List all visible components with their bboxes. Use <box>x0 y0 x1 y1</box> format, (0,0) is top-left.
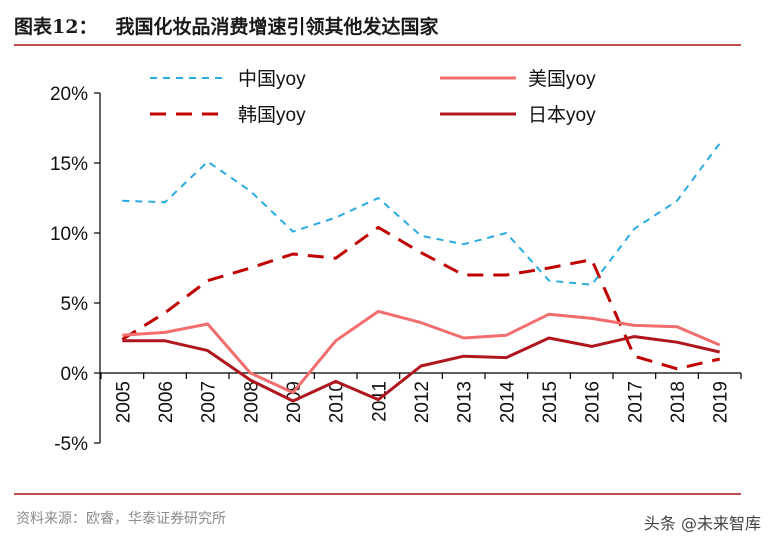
x-tick-label: 2018 <box>668 381 689 423</box>
legend-label: 中国yoy <box>238 68 306 90</box>
x-tick-label: 2009 <box>284 381 305 423</box>
x-tick-label: 2015 <box>540 381 561 423</box>
y-tick-label: -5% <box>54 434 88 455</box>
x-tick-label: 2017 <box>625 381 646 423</box>
legend-label: 日本yoy <box>528 104 596 126</box>
figure-title-text: 我国化妆品消费增速引领其他发达国家 <box>115 16 439 38</box>
y-tick-label: 5% <box>61 294 89 315</box>
x-tick-label: 2006 <box>156 381 177 423</box>
source-note: 资料来源：欧睿，华泰证券研究所 <box>16 511 226 527</box>
legend-label: 美国yoy <box>528 68 596 90</box>
bottom-divider <box>14 493 741 495</box>
x-tick-label: 2016 <box>583 381 604 423</box>
x-tick-label: 2008 <box>241 381 262 423</box>
x-tick-label: 2007 <box>199 381 220 423</box>
legend: 中国yoy 美国yoy 韩国yoy 日本yoy <box>150 68 596 126</box>
x-tick-label: 2012 <box>412 381 433 423</box>
x-tick-label: 2005 <box>113 381 134 423</box>
x-tick-label: 2010 <box>327 381 348 423</box>
y-tick-label: 0% <box>61 364 89 385</box>
series-line <box>122 309 721 395</box>
line-chart: 中国yoy 美国yoy 韩国yoy 日本yoy -5% 0% 5% 10% 15% 20% 200… <box>50 68 742 455</box>
series-lines <box>121 142 721 403</box>
figure-title: 图表12： 我国化妆品消费增速引领其他发达国家 <box>14 12 438 39</box>
x-tick-label: 2011 <box>369 381 390 422</box>
y-tick-label: 10% <box>50 224 88 245</box>
series-line <box>121 225 721 371</box>
figure-label: 图表12： <box>14 16 98 38</box>
x-tick-label: 2014 <box>497 381 518 424</box>
top-divider <box>14 44 741 46</box>
y-tick-label: 20% <box>50 84 88 105</box>
legend-label: 韩国yoy <box>238 104 306 126</box>
x-tick-label: 2013 <box>455 381 476 423</box>
axes: -5% 0% 5% 10% 15% 20% 2005 2006 2007 2008 2009 2010… <box>50 84 742 455</box>
watermark-text: 头条 @未来智库 <box>643 514 761 533</box>
series-line <box>122 335 721 403</box>
x-tick-label: 2019 <box>711 381 732 423</box>
series-line <box>122 142 721 286</box>
y-tick-label: 15% <box>50 154 88 175</box>
